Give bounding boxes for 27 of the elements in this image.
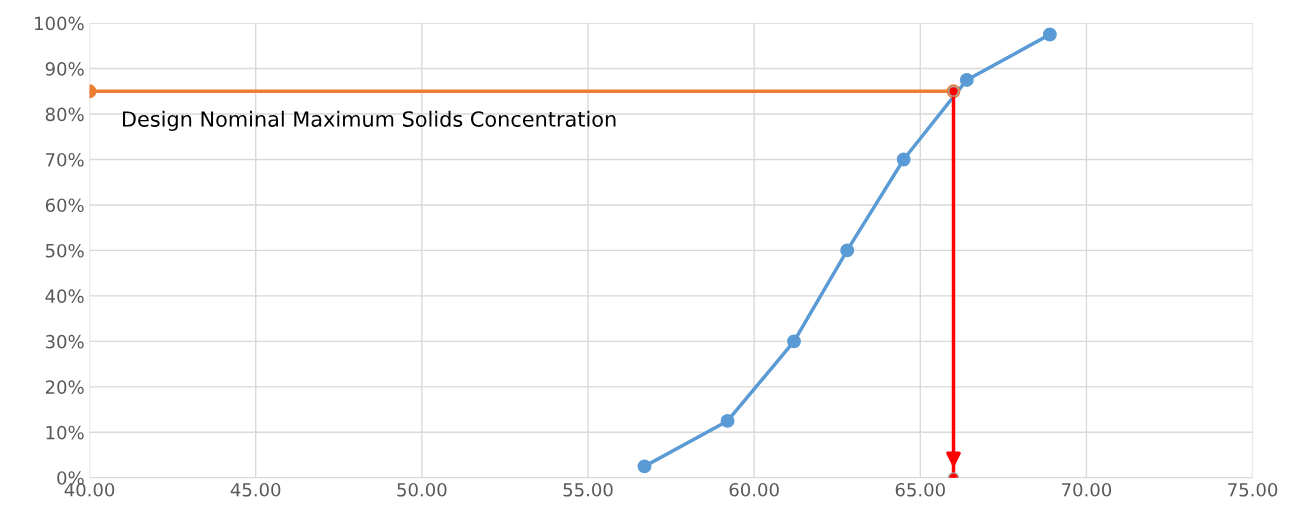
y-tick-label: 60% <box>45 198 84 213</box>
x-tick-label: 55.00 <box>563 482 613 497</box>
x-tick-label: 60.00 <box>729 482 779 497</box>
y-tick-label: 40% <box>45 289 84 304</box>
x-tick-label: 65.00 <box>895 482 945 497</box>
y-tick-label: 70% <box>46 152 84 167</box>
point <box>896 152 911 167</box>
y-tick-label: 0% <box>57 471 84 485</box>
y-tick-label: 10% <box>46 425 84 440</box>
y-tick-label: 20% <box>45 380 84 394</box>
x-tick-label: 50.00 <box>397 482 447 497</box>
point <box>959 72 974 87</box>
y-tick-label: 80% <box>45 107 84 122</box>
point <box>637 459 652 474</box>
y-tick-label: 100% <box>35 16 84 31</box>
x-tick-label: 40.00 <box>64 482 115 497</box>
y-tick-label: 90% <box>45 62 84 76</box>
y-tick-label: 30% <box>45 334 84 349</box>
annotation: Design Nominal Maximum Solids Concentration <box>123 110 616 131</box>
x-tick-label: 45.00 <box>230 482 281 497</box>
point <box>840 243 855 258</box>
point <box>787 334 801 349</box>
y-tick-label: 50% <box>45 243 84 258</box>
x-tick-label: 70.00 <box>1062 482 1112 497</box>
x-tick-label: 75.00 <box>1228 482 1278 497</box>
point <box>720 413 735 428</box>
point <box>1042 27 1057 42</box>
